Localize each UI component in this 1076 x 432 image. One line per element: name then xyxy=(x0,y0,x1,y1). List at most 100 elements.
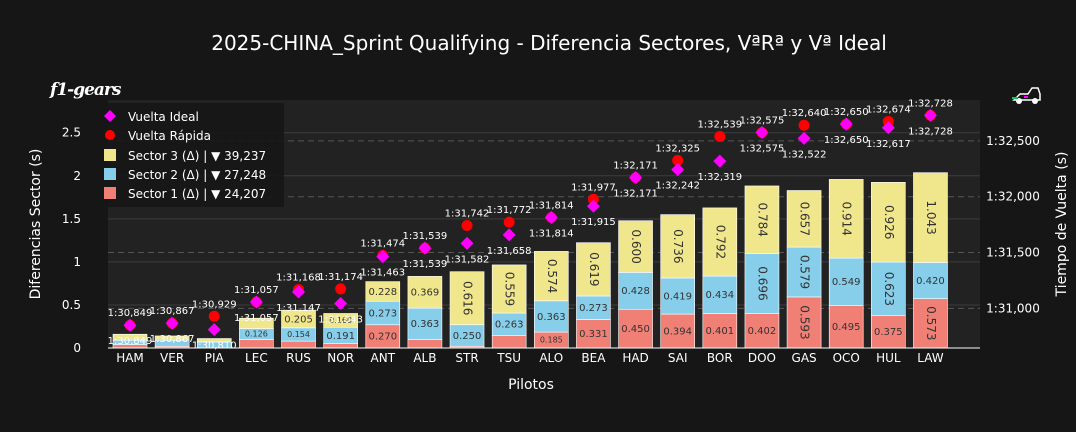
sector1-bar[interactable] xyxy=(871,315,906,349)
sector2-bar[interactable] xyxy=(618,272,653,310)
sector1-bar[interactable] xyxy=(281,340,316,349)
ideal-lap-marker[interactable] xyxy=(586,199,600,213)
ideal-lap-marker[interactable] xyxy=(713,154,727,168)
sector3-bar[interactable] xyxy=(913,172,948,263)
ideal-lap-marker[interactable] xyxy=(755,125,769,139)
ideal-lap-marker[interactable] xyxy=(797,131,811,145)
legend-ideal-label[interactable]: Vuelta Ideal xyxy=(128,110,199,124)
sector2-value-label: 0.273 xyxy=(579,303,608,314)
sector3-bar[interactable] xyxy=(871,182,906,263)
legend[interactable]: Vuelta Ideal Vuelta Rápida Sector 3 (Δ) … xyxy=(88,103,284,207)
x-tick-label: ALO xyxy=(539,351,563,365)
sector3-bar[interactable] xyxy=(786,190,822,248)
sector3-bar[interactable] xyxy=(281,309,316,329)
sector1-value-label: 0.185 xyxy=(540,336,563,345)
sector3-bar[interactable] xyxy=(365,281,401,302)
legend-sector3-label[interactable]: Sector 3 (Δ) | ▼ 39,237 xyxy=(128,149,266,163)
sector1-bar[interactable] xyxy=(239,339,274,349)
sector3-bar[interactable] xyxy=(744,185,780,254)
ideal-lap-marker[interactable] xyxy=(460,236,474,250)
fast-lap-marker[interactable] xyxy=(335,283,347,295)
fast-lap-label: 1:30,929 xyxy=(192,299,237,310)
sector3-bar[interactable] xyxy=(196,338,232,343)
x-tick-label: BEA xyxy=(581,351,606,365)
sector1-bar[interactable] xyxy=(618,308,653,349)
legend-sector2-swatch xyxy=(104,168,116,180)
sector3-bar[interactable] xyxy=(491,264,527,314)
ideal-lap-marker[interactable] xyxy=(671,163,685,177)
sector2-bar[interactable] xyxy=(702,275,738,314)
ideal-lap-marker[interactable] xyxy=(123,318,137,332)
ideal-lap-label: 1:31,147 xyxy=(276,303,321,314)
x-tick-label: SAI xyxy=(668,351,688,365)
sector3-value-label: 0.736 xyxy=(671,229,685,263)
ideal-lap-label: 1:31,043 xyxy=(318,315,363,326)
fast-lap-marker[interactable] xyxy=(798,119,810,131)
sector1-value-label: 0.270 xyxy=(368,332,397,343)
fast-lap-marker[interactable] xyxy=(587,193,599,205)
sector2-bar[interactable] xyxy=(786,246,822,298)
y2-tick-label: 1:32,000 xyxy=(986,190,1040,204)
sector2-value-label: 0.126 xyxy=(245,330,268,339)
ideal-lap-marker[interactable] xyxy=(923,108,937,122)
axes-layer: 0 0.5 1 1.5 2 2.5 1:31,000 1:31,500 1:32,000 1:32… xyxy=(62,126,1040,365)
fast-lap-marker[interactable] xyxy=(503,216,515,228)
fast-lap-label: 1:31,174 xyxy=(318,272,363,283)
sector1-bar[interactable] xyxy=(702,313,738,349)
y2-tick-label: 1:31,000 xyxy=(986,301,1040,315)
fast-lap-marker[interactable] xyxy=(208,310,220,322)
sector1-bar[interactable] xyxy=(744,313,780,349)
sector3-bar[interactable] xyxy=(239,317,274,329)
legend-fast-label[interactable]: Vuelta Rápida xyxy=(128,129,211,143)
sector2-bar[interactable] xyxy=(407,307,443,340)
ideal-lap-marker[interactable] xyxy=(376,250,390,264)
sector1-bar[interactable] xyxy=(323,343,358,349)
fast-lap-label: 1:30,849 xyxy=(108,308,153,319)
ideal-lap-marker[interactable] xyxy=(839,117,853,131)
sector3-bar[interactable] xyxy=(407,276,443,309)
fast-lap-label: 1:31,057 xyxy=(234,285,279,296)
sector1-bar[interactable] xyxy=(913,298,948,349)
ideal-lap-marker[interactable] xyxy=(165,316,179,330)
sector2-bar[interactable] xyxy=(828,257,864,306)
sector1-bar[interactable] xyxy=(576,319,611,349)
sector3-bar[interactable] xyxy=(576,242,611,297)
x-tick-label: NOR xyxy=(327,351,354,365)
ideal-lap-marker[interactable] xyxy=(249,295,263,309)
sector1-value-label: 0.573 xyxy=(924,306,938,340)
fast-lap-marker[interactable] xyxy=(461,220,473,232)
ideal-lap-marker[interactable] xyxy=(334,297,348,311)
legend-sector2-label[interactable]: Sector 2 (Δ) | ▼ 27,248 xyxy=(128,168,266,182)
legend-sector1-label[interactable]: Sector 1 (Δ) | ▼ 24,207 xyxy=(128,187,266,201)
fast-lap-label: 1:32,640 xyxy=(782,108,827,119)
sector2-bar[interactable] xyxy=(744,253,780,314)
fast-lap-label: 1:32,674 xyxy=(866,104,911,115)
ideal-lap-marker[interactable] xyxy=(418,241,432,255)
ideal-lap-marker[interactable] xyxy=(881,121,895,135)
sector1-bar[interactable] xyxy=(786,296,822,349)
y2-tick-label: 1:32,500 xyxy=(986,134,1040,148)
sector3-bar[interactable] xyxy=(828,179,864,259)
ideal-lap-marker[interactable] xyxy=(502,228,516,242)
sector2-bar[interactable] xyxy=(913,262,948,299)
sector2-value-label: 0.263 xyxy=(495,320,524,331)
fast-lap-label: 1:31,977 xyxy=(571,182,616,193)
sector3-bar[interactable] xyxy=(112,333,148,341)
sector3-bar[interactable] xyxy=(618,220,653,273)
sector1-bar[interactable] xyxy=(407,339,443,349)
sector1-bar[interactable] xyxy=(828,305,864,349)
ideal-lap-marker[interactable] xyxy=(207,323,221,337)
sector3-bar[interactable] xyxy=(533,251,569,302)
sector3-bar[interactable] xyxy=(323,313,358,328)
sector3-bar[interactable] xyxy=(660,214,695,279)
ideal-lap-marker[interactable] xyxy=(544,210,558,224)
sector3-bar[interactable] xyxy=(154,335,190,341)
sector1-bar[interactable] xyxy=(491,335,527,349)
sector3-bar[interactable] xyxy=(449,271,485,326)
fast-lap-marker[interactable] xyxy=(672,154,684,166)
ideal-lap-marker[interactable] xyxy=(292,285,306,299)
fast-lap-marker[interactable] xyxy=(714,131,726,143)
ideal-lap-marker[interactable] xyxy=(629,171,643,185)
sector3-bar[interactable] xyxy=(702,207,738,277)
